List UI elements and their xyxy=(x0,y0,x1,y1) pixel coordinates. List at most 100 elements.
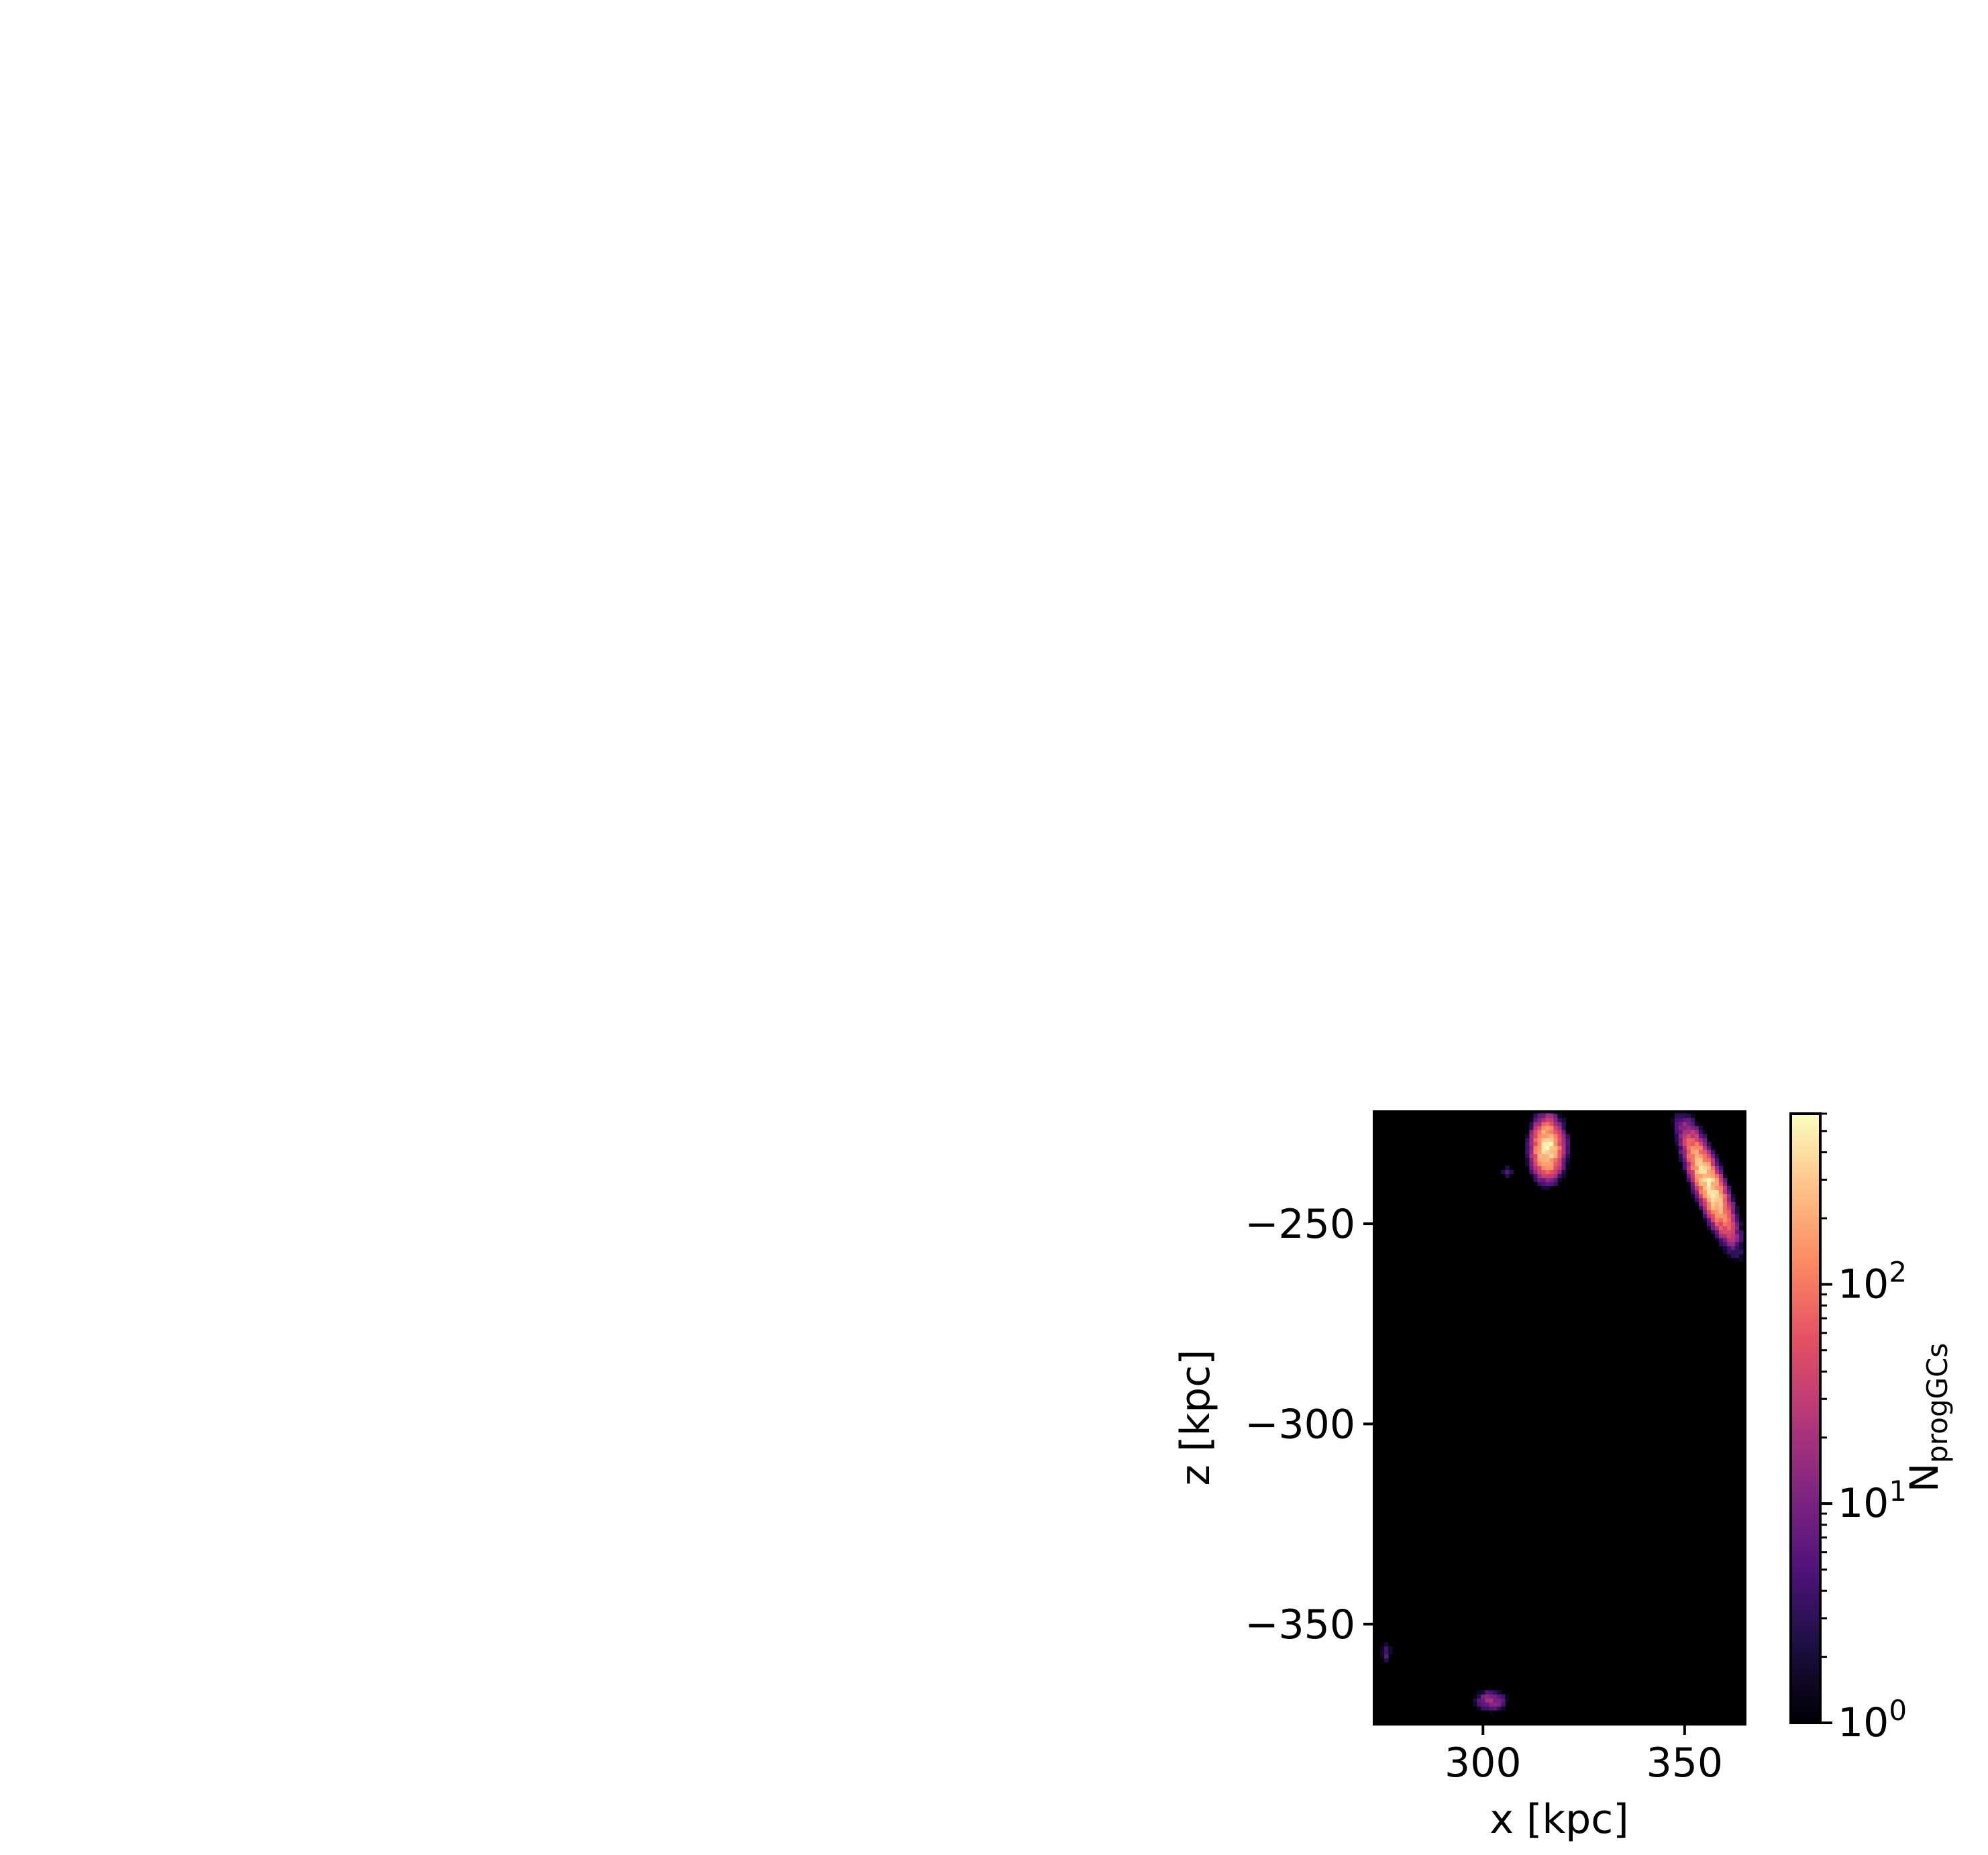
heatmap-cell xyxy=(1529,1157,1534,1163)
heatmap-cell xyxy=(1698,1202,1704,1206)
heatmap-cell xyxy=(1686,1173,1691,1178)
heatmap-cell xyxy=(1561,1153,1567,1159)
colorbar-label-main: N xyxy=(1901,1463,1947,1492)
heatmap-cell xyxy=(1545,1173,1550,1178)
heatmap-cell xyxy=(1694,1157,1699,1163)
heatmap-cell xyxy=(1533,1113,1538,1118)
heatmap-cell xyxy=(1380,1650,1385,1655)
heatmap-cell xyxy=(1529,1137,1534,1143)
heatmap-cell xyxy=(1738,1222,1744,1226)
heatmap-cell xyxy=(1557,1113,1563,1118)
heatmap-cell xyxy=(1557,1137,1563,1143)
heatmap-cell xyxy=(1714,1237,1720,1242)
heatmap-cell xyxy=(1722,1237,1728,1242)
heatmap-cell xyxy=(1702,1141,1708,1147)
heatmap-cell xyxy=(1489,1686,1494,1691)
heatmap-cell xyxy=(1501,1698,1506,1703)
heatmap-cell xyxy=(1726,1189,1732,1194)
heatmap-cell xyxy=(1557,1177,1563,1182)
heatmap-cell xyxy=(1694,1194,1699,1198)
heatmap-cell xyxy=(1714,1181,1720,1186)
heatmap-cell xyxy=(1722,1226,1728,1230)
x-axis-label: x [kpc] xyxy=(1489,1796,1628,1843)
heatmap-cell xyxy=(1553,1121,1558,1126)
heatmap-cell xyxy=(1682,1153,1687,1159)
heatmap-cell xyxy=(1726,1226,1732,1230)
colorbar-tick-label: 100 xyxy=(1838,1694,1907,1746)
heatmap-cell xyxy=(1694,1185,1699,1190)
heatmap-cell xyxy=(1726,1194,1732,1198)
heatmap-cell xyxy=(1545,1145,1550,1151)
heatmap-cell xyxy=(1722,1249,1728,1255)
heatmap-cell xyxy=(1694,1165,1699,1171)
heatmap-cell xyxy=(1722,1230,1728,1234)
heatmap-cell xyxy=(1686,1141,1691,1147)
heatmap-cell xyxy=(1706,1189,1712,1194)
heatmap-cell xyxy=(1734,1249,1740,1255)
heatmap-cell xyxy=(1541,1177,1546,1182)
heatmap-cell xyxy=(1545,1141,1550,1147)
heatmap-cell xyxy=(1384,1646,1389,1651)
y-tick-label: −250 xyxy=(1245,1201,1355,1248)
heatmap-cell xyxy=(1505,1698,1510,1703)
heatmap-cell xyxy=(1694,1145,1699,1151)
heatmap-cell xyxy=(1698,1173,1704,1178)
heatmap-cell xyxy=(1706,1202,1712,1206)
y-tick-label: −350 xyxy=(1245,1601,1355,1648)
heatmap-cell xyxy=(1670,1117,1675,1122)
heatmap-cell xyxy=(1702,1133,1708,1138)
heatmap-cell xyxy=(1714,1210,1720,1214)
heatmap-cell xyxy=(1702,1161,1708,1167)
heatmap-cell xyxy=(1541,1113,1546,1118)
heatmap-cell xyxy=(1674,1129,1679,1134)
heatmap-cell xyxy=(1682,1121,1687,1126)
heatmap-cell xyxy=(1549,1157,1554,1163)
heatmap-cell xyxy=(1702,1194,1708,1198)
heatmap-cell xyxy=(1489,1706,1494,1711)
heatmap-cell xyxy=(1714,1185,1720,1190)
heatmap-cell xyxy=(1477,1694,1481,1699)
heatmap-cell xyxy=(1561,1149,1567,1155)
heatmap-cell xyxy=(1682,1125,1687,1130)
heatmap-cell xyxy=(1477,1702,1481,1707)
heatmap-cell xyxy=(1565,1133,1571,1138)
heatmap-cell xyxy=(1529,1133,1534,1138)
heatmap-cell xyxy=(1718,1245,1724,1251)
heatmap-cell xyxy=(1481,1698,1485,1703)
heatmap-cell xyxy=(1557,1149,1563,1155)
heatmap-cell xyxy=(1541,1173,1546,1178)
heatmap-cell xyxy=(1690,1121,1695,1126)
heatmap-cell xyxy=(1537,1161,1542,1167)
heatmap-cell xyxy=(1734,1241,1740,1247)
heatmap-cell xyxy=(1525,1153,1530,1159)
heatmap-cell xyxy=(1553,1169,1558,1174)
x-axis-ticks: 300 350 xyxy=(1445,1724,1723,1787)
heatmap-cell xyxy=(1525,1157,1530,1163)
heatmap-cell xyxy=(1553,1165,1558,1171)
heatmap-cell xyxy=(1674,1145,1679,1151)
heatmap-cell xyxy=(1549,1106,1554,1110)
heatmap-cell xyxy=(1702,1169,1708,1174)
heatmap-cell xyxy=(1493,1702,1498,1707)
heatmap-cell xyxy=(1545,1129,1550,1134)
heatmap-cell xyxy=(1561,1137,1567,1143)
heatmap-cell xyxy=(1714,1194,1720,1198)
heatmap-cell xyxy=(1674,1125,1679,1130)
heatmap-cell xyxy=(1702,1206,1708,1210)
heatmap-cell xyxy=(1690,1141,1695,1147)
heatmap-cell xyxy=(1565,1157,1571,1163)
heatmap-cell xyxy=(1690,1181,1695,1186)
heatmap-cell xyxy=(1553,1181,1558,1186)
heatmap-cell xyxy=(1698,1177,1704,1182)
heatmap-cell xyxy=(1710,1169,1716,1174)
heatmap-cell xyxy=(1686,1149,1691,1155)
heatmap-cell xyxy=(1388,1646,1393,1651)
heatmap-cell xyxy=(1557,1169,1563,1174)
heatmap-cell xyxy=(1730,1245,1736,1251)
heatmap-cell xyxy=(1686,1137,1691,1143)
heatmap-cell xyxy=(1710,1198,1716,1202)
heatmap-cell xyxy=(1718,1177,1724,1182)
heatmap-cell xyxy=(1730,1241,1736,1247)
heatmap-cell xyxy=(1549,1161,1554,1167)
heatmap-cell xyxy=(1698,1206,1704,1210)
